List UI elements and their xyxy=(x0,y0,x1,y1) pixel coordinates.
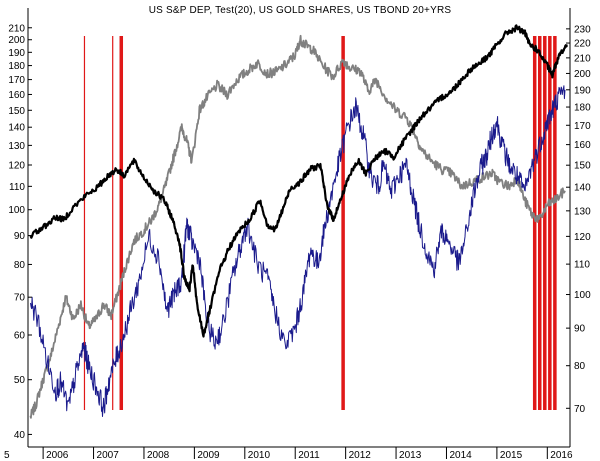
right-tick-label: 160 xyxy=(574,140,591,151)
right-tick-label: 190 xyxy=(574,85,591,96)
left-tick-label: 40 xyxy=(14,430,26,441)
x-tick-label: 5 xyxy=(4,450,10,461)
right-tick-label: 200 xyxy=(574,69,591,80)
left-tick-label: 90 xyxy=(14,231,26,242)
series-lines xyxy=(29,24,569,419)
right-tick-label: 230 xyxy=(574,24,591,35)
left-tick-label: 150 xyxy=(8,106,25,117)
right-tick-label: 110 xyxy=(574,260,590,271)
left-tick-label: 70 xyxy=(14,293,26,304)
x-tick-label: 2014 xyxy=(449,450,472,461)
left-tick-label: 50 xyxy=(14,375,26,386)
right-tick-label: 150 xyxy=(574,161,591,172)
x-tick-label: 2015 xyxy=(500,450,523,461)
left-tick-label: 130 xyxy=(8,141,25,152)
right-tick-label: 80 xyxy=(574,361,586,372)
left-tick-label: 60 xyxy=(14,330,26,341)
right-tick-label: 130 xyxy=(574,206,591,217)
x-tick-label: 2006 xyxy=(46,450,69,461)
right-tick-label: 140 xyxy=(574,183,591,194)
left-tick-label: 210 xyxy=(8,23,25,34)
left-tick-label: 110 xyxy=(9,182,25,193)
right-tick-label: 100 xyxy=(574,290,591,301)
right-tick-label: 120 xyxy=(574,232,591,243)
x-tick-label: 2013 xyxy=(399,450,422,461)
left-tick-label: 180 xyxy=(8,61,25,72)
x-tick-label: 2010 xyxy=(248,450,271,461)
series-line-sp xyxy=(29,24,569,338)
left-axis: 40 50 60 70 80 90 100 110 120 130 140 150 160 170 180 1… xyxy=(8,23,32,441)
x-tick-label: 2011 xyxy=(298,450,320,461)
left-tick-label: 160 xyxy=(8,90,25,101)
right-axis: 70 80 90 100 110 120 130 140 150 160 170 180 190 200 2… xyxy=(566,24,591,415)
x-tick-label: 2012 xyxy=(349,450,372,461)
left-tick-label: 80 xyxy=(14,260,26,271)
left-tick-label: 170 xyxy=(8,75,25,86)
left-tick-label: 100 xyxy=(8,205,25,216)
plot-frame xyxy=(27,8,571,448)
x-tick-label: 2009 xyxy=(197,450,220,461)
x-axis: 5 2006 2007 2008 2009 2010 2011 2012 2013 2014 201… xyxy=(4,447,573,461)
left-tick-label: 200 xyxy=(8,35,25,46)
right-tick-label: 180 xyxy=(574,103,591,114)
right-tick-label: 220 xyxy=(574,39,591,50)
left-tick-label: 190 xyxy=(8,48,25,59)
x-tick-label: 2008 xyxy=(147,450,170,461)
series-line-gold xyxy=(30,85,566,417)
signal-markers xyxy=(83,36,557,410)
right-tick-label: 90 xyxy=(574,324,586,335)
right-tick-label: 170 xyxy=(574,121,591,132)
left-tick-label: 120 xyxy=(8,161,25,172)
series-line-tbond xyxy=(29,34,566,419)
chart-title: US S&P DEP, Test(20), US GOLD SHARES, US… xyxy=(149,5,452,16)
x-tick-label: 2007 xyxy=(97,450,120,461)
right-tick-label: 210 xyxy=(574,53,591,64)
left-tick-label: 140 xyxy=(8,123,25,134)
right-tick-label: 70 xyxy=(574,404,586,415)
x-tick-label: 2016 xyxy=(550,450,573,461)
